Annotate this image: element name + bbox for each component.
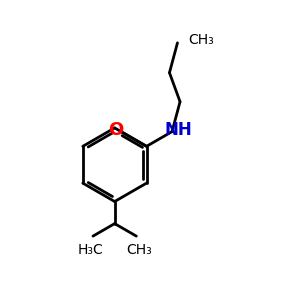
Text: NH: NH (165, 121, 192, 139)
Text: CH₃: CH₃ (126, 243, 152, 256)
Text: O: O (108, 121, 123, 139)
Text: CH₃: CH₃ (189, 33, 214, 47)
Text: H₃C: H₃C (77, 243, 103, 256)
